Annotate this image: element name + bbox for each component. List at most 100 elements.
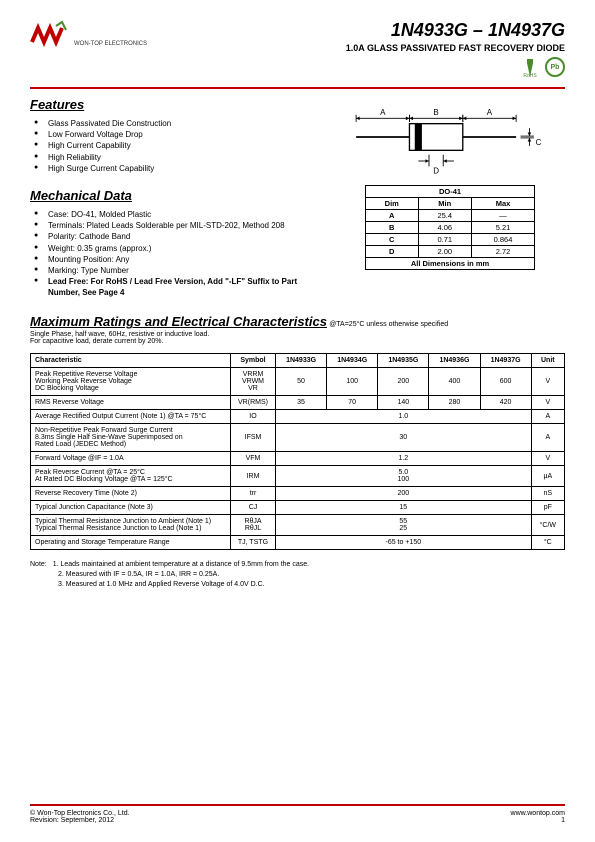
pb-label: Pb — [551, 64, 560, 71]
dim-cell: A — [366, 210, 419, 222]
ratings-header: Characteristic — [31, 354, 231, 368]
feature-item: High Surge Current Capability — [34, 163, 315, 174]
unit-cell: nS — [531, 487, 564, 501]
header: WON-TOP ELECTRONICS 1N4933G – 1N4937G 1.… — [30, 20, 565, 79]
dim-cell: 2.72 — [472, 246, 535, 258]
dim-cell: 5.21 — [472, 222, 535, 234]
company-name: WON-TOP ELECTRONICS — [74, 41, 147, 47]
mechanical-item: Terminals: Plated Leads Solderable per M… — [34, 220, 315, 231]
value-cell: 140 — [378, 396, 429, 410]
company-logo-icon — [30, 20, 70, 50]
ratings-header: 1N4934G — [327, 354, 378, 368]
title-block: 1N4933G – 1N4937G 1.0A GLASS PASSIVATED … — [346, 20, 565, 79]
logo-block: WON-TOP ELECTRONICS — [30, 20, 147, 50]
symbol-cell: TJ, TSTG — [231, 536, 276, 550]
mechanical-heading: Mechanical Data — [30, 188, 315, 203]
note-item: 3. Measured at 1.0 MHz and Applied Rever… — [30, 580, 565, 590]
mechanical-item: Lead Free: For RoHS / Lead Free Version,… — [34, 276, 315, 298]
value-cell: 400 — [429, 368, 480, 396]
value-cell: 30 — [276, 424, 532, 452]
page-number: 1 — [511, 817, 565, 824]
svg-text:C: C — [536, 138, 542, 147]
dim-header: Max — [472, 198, 535, 210]
dim-cell: — — [472, 210, 535, 222]
char-cell: Operating and Storage Temperature Range — [31, 536, 231, 550]
left-column: Features Glass Passivated Die Constructi… — [30, 97, 315, 298]
mechanical-item: Weight: 0.35 grams (approx.) — [34, 243, 315, 254]
ratings-heading: Maximum Ratings and Electrical Character… — [30, 314, 327, 329]
symbol-cell: trr — [231, 487, 276, 501]
value-cell: 200 — [378, 368, 429, 396]
symbol-cell: IRM — [231, 466, 276, 487]
mechanical-list: Case: DO-41, Molded PlasticTerminals: Pl… — [30, 209, 315, 299]
pb-free-icon: Pb — [545, 57, 565, 77]
dim-header: Min — [418, 198, 472, 210]
ratings-row: Operating and Storage Temperature RangeT… — [31, 536, 565, 550]
ratings-section: Maximum Ratings and Electrical Character… — [30, 314, 565, 550]
footnotes: Note: 1. Leads maintained at ambient tem… — [30, 560, 565, 589]
dim-row: D2.002.72 — [366, 246, 535, 258]
ratings-header: Unit — [531, 354, 564, 368]
features-heading: Features — [30, 97, 315, 112]
char-cell: Typical Junction Capacitance (Note 3) — [31, 501, 231, 515]
symbol-cell: VFM — [231, 452, 276, 466]
value-cell: 1.2 — [276, 452, 532, 466]
ratings-condition: @TA=25°C unless otherwise specified — [329, 321, 448, 328]
note-item: 1. Leads maintained at ambient temperatu… — [49, 561, 309, 568]
ratings-row: Reverse Recovery Time (Note 2)trr200nS — [31, 487, 565, 501]
features-list: Glass Passivated Die ConstructionLow For… — [30, 118, 315, 174]
value-cell: 55 25 — [276, 515, 532, 536]
feature-item: High Reliability — [34, 152, 315, 163]
value-cell: 50 — [276, 368, 327, 396]
ratings-row: Typical Thermal Resistance Junction to A… — [31, 515, 565, 536]
dim-cell: 0.71 — [418, 234, 472, 246]
char-cell: Average Rectified Output Current (Note 1… — [31, 410, 231, 424]
unit-cell: °C — [531, 536, 564, 550]
revision: Revision: September, 2012 — [30, 817, 130, 824]
svg-text:A: A — [380, 108, 386, 117]
dim-cell: 4.06 — [418, 222, 472, 234]
right-column: A B A C D DO-41 DimMinMax A25.4—B4.065.2… — [335, 97, 565, 298]
svg-text:B: B — [433, 108, 438, 117]
mechanical-item: Marking: Type Number — [34, 265, 315, 276]
dim-cell: B — [366, 222, 419, 234]
ratings-header: Symbol — [231, 354, 276, 368]
copyright: © Won-Top Electronics Co., Ltd. — [30, 810, 130, 817]
value-cell: 100 — [327, 368, 378, 396]
mechanical-item: Mounting Position: Any — [34, 254, 315, 265]
dim-cell: C — [366, 234, 419, 246]
ratings-row: Non-Repetitive Peak Forward Surge Curren… — [31, 424, 565, 452]
ratings-row: Peak Repetitive Reverse Voltage Working … — [31, 368, 565, 396]
ratings-row: Forward Voltage @IF = 1.0AVFM1.2V — [31, 452, 565, 466]
char-cell: RMS Reverse Voltage — [31, 396, 231, 410]
symbol-cell: CJ — [231, 501, 276, 515]
unit-cell: μA — [531, 466, 564, 487]
product-subtitle: 1.0A GLASS PASSIVATED FAST RECOVERY DIOD… — [346, 43, 565, 53]
char-cell: Forward Voltage @IF = 1.0A — [31, 452, 231, 466]
feature-item: Low Forward Voltage Drop — [34, 129, 315, 140]
ratings-table: CharacteristicSymbol1N4933G1N4934G1N4935… — [30, 353, 565, 550]
dim-cell: 25.4 — [418, 210, 472, 222]
ratings-header: 1N4933G — [276, 354, 327, 368]
mechanical-item: Case: DO-41, Molded Plastic — [34, 209, 315, 220]
char-cell: Reverse Recovery Time (Note 2) — [31, 487, 231, 501]
unit-cell: pF — [531, 501, 564, 515]
footer-right: www.wontop.com 1 — [511, 810, 565, 824]
divider — [30, 87, 565, 89]
unit-cell: V — [531, 396, 564, 410]
symbol-cell: VR(RMS) — [231, 396, 276, 410]
unit-cell: A — [531, 424, 564, 452]
value-cell: 600 — [480, 368, 531, 396]
ratings-header: 1N4935G — [378, 354, 429, 368]
char-cell: Non-Repetitive Peak Forward Surge Curren… — [31, 424, 231, 452]
dim-header: Dim — [366, 198, 419, 210]
mechanical-item: Polarity: Cathode Band — [34, 231, 315, 242]
char-cell: Typical Thermal Resistance Junction to A… — [31, 515, 231, 536]
dimension-table: DO-41 DimMinMax A25.4—B4.065.21C0.710.86… — [365, 185, 535, 270]
ratings-row: RMS Reverse VoltageVR(RMS)3570140280420V — [31, 396, 565, 410]
char-cell: Peak Reverse Current @TA = 25°C At Rated… — [31, 466, 231, 487]
symbol-cell: IO — [231, 410, 276, 424]
feature-item: High Current Capability — [34, 140, 315, 151]
dim-footer: All Dimensions in mm — [366, 258, 535, 270]
value-cell: 35 — [276, 396, 327, 410]
